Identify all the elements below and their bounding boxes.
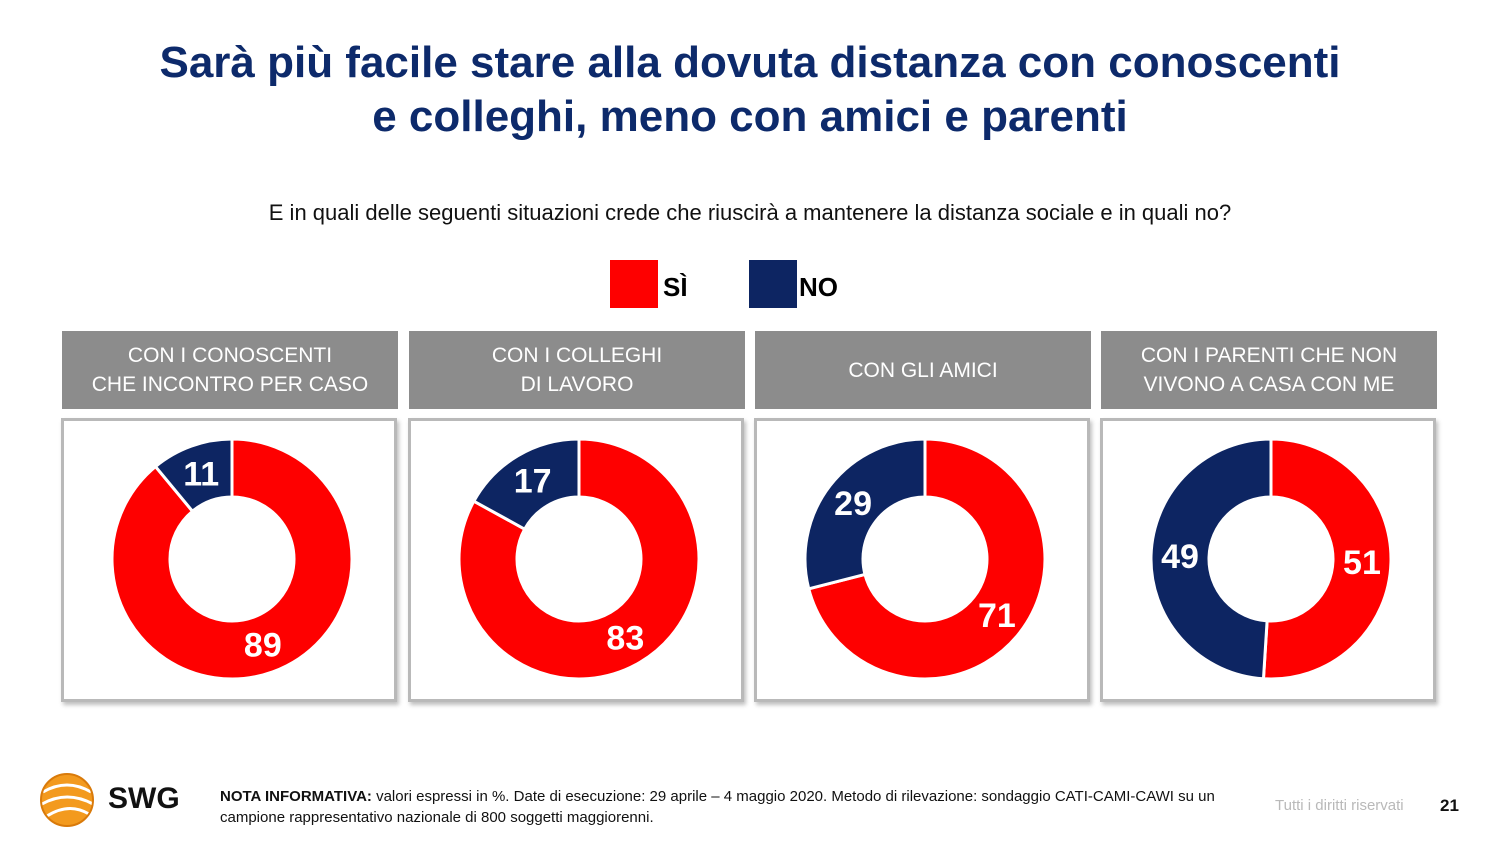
page-title: Sarà più facile stare alla dovuta distan… bbox=[0, 36, 1500, 144]
donut-2-label-si: 83 bbox=[606, 619, 644, 657]
info-note-label: NOTA INFORMATIVA: bbox=[220, 788, 372, 805]
chart-1-header: CON I CONOSCENTI CHE INCONTRO PER CASO bbox=[62, 331, 398, 409]
donut-chart-1: 89 11 bbox=[110, 437, 354, 681]
chart-2-title: CON I COLLEGHI DI LAVORO bbox=[491, 344, 663, 396]
legend-label-no: NO bbox=[799, 272, 838, 302]
survey-question: E in quali delle seguenti situazioni cre… bbox=[268, 200, 1232, 225]
chart-4-panel: 51 49 bbox=[1100, 418, 1436, 702]
donut-1-slice-si bbox=[110, 437, 354, 681]
legend-label-si: SÌ bbox=[663, 272, 688, 302]
chart-3-header: CON GLI AMICI bbox=[755, 331, 1091, 409]
chart-2-header: CON I COLLEGHI DI LAVORO bbox=[409, 331, 745, 409]
chart-3-title: CON GLI AMICI bbox=[848, 358, 998, 382]
donut-chart-3: 71 29 bbox=[803, 437, 1047, 681]
donut-2-slice-no bbox=[471, 437, 581, 532]
chart-4-title: CON I PARENTI CHE NON VIVONO A CASA CON … bbox=[1140, 344, 1398, 396]
chart-1-title: CON I CONOSCENTI CHE INCONTRO PER CASO bbox=[91, 344, 369, 396]
donut-4-label-si: 51 bbox=[1343, 544, 1381, 582]
info-note-text: valori espressi in %. Date di esecuzione… bbox=[220, 788, 1215, 826]
donut-4-slice-no bbox=[1149, 437, 1273, 681]
title-line-2: e colleghi, meno con amici e parenti bbox=[372, 92, 1128, 141]
rights-text: Tutti i diritti riservati bbox=[1275, 797, 1404, 814]
donut-3-label-si: 71 bbox=[978, 597, 1016, 635]
chart-4-header: CON I PARENTI CHE NON VIVONO A CASA CON … bbox=[1101, 331, 1437, 409]
info-note: NOTA INFORMATIVA: valori espressi in %. … bbox=[220, 786, 1220, 828]
title-line-1: Sarà più facile stare alla dovuta distan… bbox=[159, 38, 1341, 87]
chart-2-panel: 83 17 bbox=[408, 418, 744, 702]
swg-logo-text: SWG bbox=[108, 782, 180, 815]
page-number: 21 bbox=[1440, 796, 1459, 815]
swg-globe-logo-icon bbox=[40, 773, 94, 827]
legend-swatch-si bbox=[610, 260, 658, 308]
chart-3-panel: 71 29 bbox=[754, 418, 1090, 702]
legend: SÌ NO bbox=[0, 260, 1500, 308]
donut-chart-4: 51 49 bbox=[1149, 437, 1393, 681]
donut-2-label-no: 17 bbox=[514, 463, 552, 501]
donut-4-slice-si bbox=[1261, 437, 1393, 681]
donut-2-slice-si bbox=[457, 437, 701, 681]
donut-3-label-no: 29 bbox=[834, 485, 872, 523]
donut-1-slice-no bbox=[153, 437, 234, 514]
legend-swatch-no bbox=[749, 260, 797, 308]
donut-3-slice-no bbox=[803, 437, 927, 591]
donut-1-label-si: 89 bbox=[244, 627, 282, 665]
donut-4-label-no: 49 bbox=[1161, 538, 1199, 576]
chart-1-panel: 89 11 bbox=[61, 418, 397, 702]
donut-chart-2: 83 17 bbox=[457, 437, 701, 681]
donut-1-label-no: 11 bbox=[183, 455, 219, 493]
donut-3-slice-si bbox=[806, 437, 1047, 681]
